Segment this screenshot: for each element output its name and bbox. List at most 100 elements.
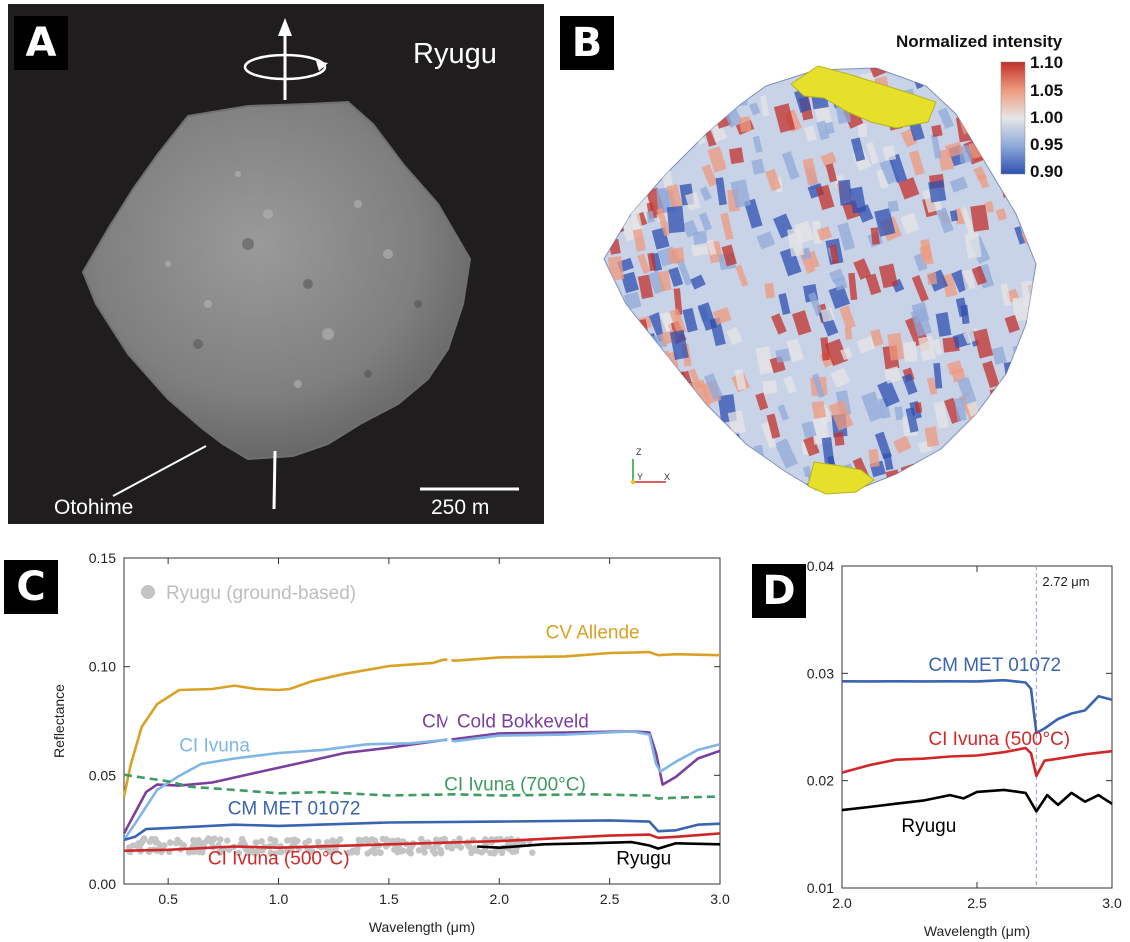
intensity-patch — [637, 274, 654, 299]
intensity-patch — [856, 204, 874, 223]
intensity-patch — [765, 168, 782, 192]
intensity-patch — [918, 335, 937, 362]
intensity-patch — [781, 151, 800, 181]
intensity-patch — [931, 124, 943, 138]
intensity-patch — [664, 121, 676, 136]
intensity-patch — [937, 107, 954, 130]
ryugu-ground-based-point — [174, 836, 181, 844]
intensity-patch — [1003, 408, 1018, 424]
colorbar-tick-3: 1.00 — [1030, 108, 1064, 127]
panel-tag-a: A — [14, 16, 68, 70]
intensity-patch — [787, 227, 805, 257]
ryugu-ground-based-point — [437, 846, 444, 854]
intensity-patch — [669, 99, 685, 116]
legend-ryugu-ground-based-marker — [141, 585, 155, 599]
chart-c-series-ci-ivuna — [122, 730, 721, 841]
ryugu-ground-based-point — [276, 848, 284, 856]
intensity-patch — [911, 274, 929, 303]
intensity-patch — [651, 440, 663, 454]
intensity-patch — [720, 212, 734, 241]
ryugu-ground-based-point — [379, 835, 386, 843]
intensity-patch — [1025, 200, 1036, 220]
intensity-patch — [955, 297, 968, 317]
intensity-patch — [900, 212, 920, 235]
intensity-patch — [973, 423, 995, 447]
chart-c-series-label-cm-met-01072: CM MET 01072 — [228, 799, 361, 820]
intensity-patch — [692, 230, 708, 247]
intensity-patch — [960, 206, 975, 235]
north-pole-highlight — [790, 65, 937, 129]
ryugu-ground-based-point — [305, 837, 313, 844]
ryugu-ground-based-point — [199, 849, 206, 856]
intensity-patch — [975, 425, 989, 441]
intensity-patch — [645, 464, 662, 490]
intensity-patch — [932, 338, 944, 356]
intensity-patch — [655, 142, 674, 164]
intensity-patch — [612, 337, 625, 352]
intensity-patch — [879, 158, 900, 185]
chart-c-series-label-ci-ivuna-700-c: CI Ivuna (700°C) — [444, 775, 586, 796]
intensity-patch — [924, 426, 939, 448]
ryugu-ground-based-point — [284, 837, 291, 844]
intensity-patch — [672, 454, 688, 470]
intensity-patch — [982, 99, 1003, 123]
intensity-patch — [672, 435, 683, 464]
intensity-patch — [848, 272, 858, 301]
intensity-patch — [908, 150, 925, 176]
intensity-patch — [824, 121, 835, 135]
intensity-patch — [991, 346, 1007, 365]
intensity-patch — [612, 463, 630, 486]
ryugu-ground-based-point — [167, 839, 174, 847]
intensity-patch — [844, 326, 853, 340]
chart-d-ytick-label: 0.04 — [807, 558, 834, 574]
intensity-patch — [662, 436, 673, 449]
intensity-patch — [641, 440, 655, 457]
intensity-patch — [914, 402, 923, 414]
intensity-patch — [1012, 344, 1032, 366]
chart-d-series-label-ci-ivuna-500-c: CI Ivuna (500°C) — [928, 729, 1070, 750]
intensity-patch — [933, 362, 943, 389]
intensity-patch — [870, 227, 880, 245]
intensity-patch — [877, 379, 900, 408]
chart-c-series-cm-met-01072 — [123, 819, 721, 842]
intensity-patch — [604, 404, 612, 418]
intensity-patch — [1004, 314, 1020, 334]
chart-d-xtick-label: 2.5 — [967, 895, 987, 911]
intensity-patch — [816, 120, 830, 141]
chart-d-ytick-label: 0.02 — [807, 773, 834, 789]
ryugu-ground-based-point — [245, 850, 252, 857]
ryugu-ground-based-point — [272, 850, 279, 857]
surface-shadows — [193, 238, 422, 378]
ryugu-ground-based-point — [358, 837, 365, 844]
intensity-patch — [837, 222, 856, 251]
intensity-patch — [906, 465, 922, 490]
chart-c-ytick-label: 0.15 — [89, 550, 116, 566]
intensity-patch — [653, 377, 666, 399]
intensity-patch — [926, 272, 938, 286]
intensity-patch — [794, 88, 812, 113]
intensity-patch — [688, 117, 706, 146]
otohime-pointer — [112, 445, 207, 497]
chart-d-series-label-cm-met-01072: CM MET 01072 — [928, 655, 1061, 676]
chart-c-series-cv-allende — [122, 650, 721, 797]
ryugu-ground-based-point — [368, 848, 375, 855]
intensity-patch — [654, 401, 663, 414]
ryugu-ground-based-point — [348, 849, 355, 856]
intensity-patch — [1036, 285, 1049, 311]
intensity-patch — [665, 142, 680, 161]
ryugu-ground-based-point — [394, 837, 402, 844]
intensity-patch — [967, 78, 983, 103]
intensity-patch — [663, 79, 679, 105]
chart-c-series-label-ci-ivuna-500-c: CI Ivuna (500°C) — [208, 848, 350, 869]
intensity-patch — [672, 406, 688, 426]
intensity-patch — [882, 145, 897, 161]
intensity-patch — [752, 484, 772, 490]
intensity-patch — [713, 68, 731, 89]
intensity-patch — [656, 416, 665, 432]
intensity-patch — [946, 82, 966, 111]
intensity-patch — [1016, 482, 1032, 490]
intensity-patch — [1028, 324, 1036, 347]
intensity-patch — [995, 208, 1008, 221]
chart-c-series-label-ci-ivuna: CI Ivuna — [179, 735, 250, 756]
intensity-patch — [861, 391, 885, 422]
